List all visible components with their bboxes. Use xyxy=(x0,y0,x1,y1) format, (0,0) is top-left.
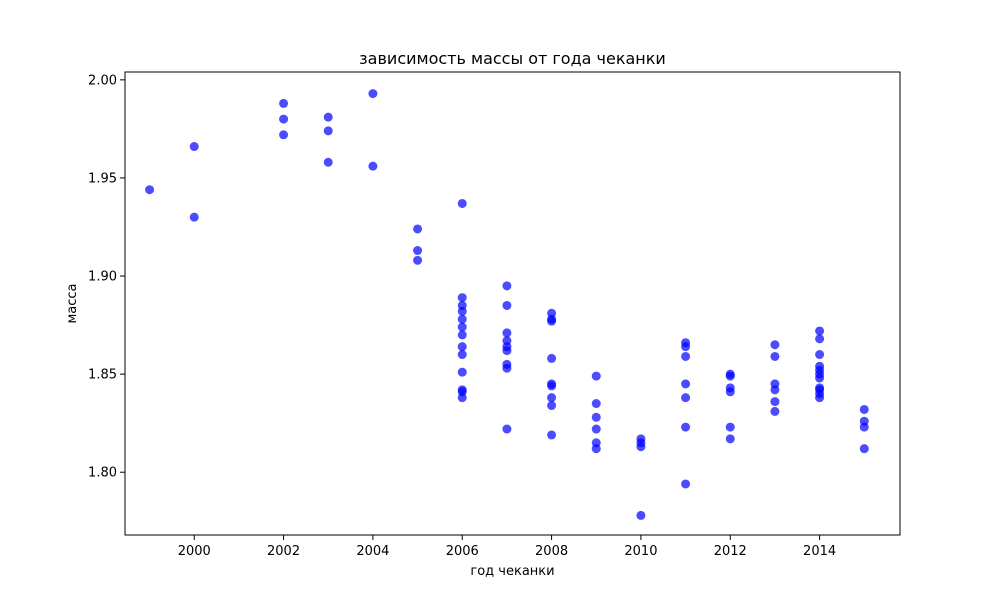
x-axis: 2000 2002 2004 2006 2008 2010 2012 2014 xyxy=(178,535,836,559)
data-point xyxy=(636,510,646,520)
data-point xyxy=(859,444,869,454)
x-tick-label: 2004 xyxy=(356,544,389,559)
data-point xyxy=(591,424,601,434)
data-point xyxy=(323,157,333,167)
data-point xyxy=(279,130,289,140)
data-point xyxy=(457,393,467,403)
data-point xyxy=(502,281,512,291)
data-point xyxy=(681,342,691,352)
data-point xyxy=(636,442,646,452)
data-point xyxy=(502,300,512,310)
y-tick-label: 1.95 xyxy=(88,171,117,186)
data-point xyxy=(547,353,557,363)
data-point xyxy=(681,479,691,489)
data-point xyxy=(457,350,467,360)
data-point xyxy=(770,385,780,395)
data-point xyxy=(770,397,780,407)
data-point xyxy=(681,351,691,361)
data-point xyxy=(457,367,467,377)
points-layer xyxy=(145,89,869,520)
data-point xyxy=(591,399,601,409)
data-point xyxy=(502,363,512,373)
y-axis-label: масса xyxy=(65,283,80,323)
data-point xyxy=(547,393,557,403)
data-point xyxy=(502,424,512,434)
x-tick-label: 2010 xyxy=(624,544,657,559)
data-point xyxy=(815,334,825,344)
data-point xyxy=(502,346,512,356)
data-point xyxy=(145,185,155,195)
y-tick-label: 1.90 xyxy=(88,270,117,285)
data-point xyxy=(279,114,289,124)
data-point xyxy=(770,351,780,361)
data-point xyxy=(457,306,467,316)
data-point xyxy=(413,255,423,265)
data-point xyxy=(591,412,601,422)
data-point xyxy=(189,212,199,222)
data-point xyxy=(770,406,780,416)
data-point xyxy=(457,342,467,352)
data-point xyxy=(368,161,378,171)
data-point xyxy=(859,404,869,414)
data-point xyxy=(502,328,512,338)
data-point xyxy=(725,371,735,381)
x-tick-label: 2002 xyxy=(267,544,300,559)
chart-title: зависимость массы от года чеканки xyxy=(359,49,666,68)
data-point xyxy=(323,126,333,136)
axes-frame xyxy=(124,71,901,536)
data-point xyxy=(368,89,378,99)
data-point xyxy=(725,422,735,432)
data-point xyxy=(457,322,467,332)
x-tick-label: 2006 xyxy=(446,544,479,559)
data-point xyxy=(413,224,423,234)
x-tick-label: 2008 xyxy=(535,544,568,559)
data-point xyxy=(457,293,467,303)
x-tick-label: 2012 xyxy=(714,544,747,559)
data-point xyxy=(591,444,601,454)
x-axis-label: год чеканки xyxy=(470,564,554,579)
data-point xyxy=(547,316,557,326)
data-point xyxy=(859,422,869,432)
data-point xyxy=(725,387,735,397)
data-point xyxy=(323,112,333,122)
data-point xyxy=(815,326,825,336)
data-point xyxy=(815,373,825,383)
data-point xyxy=(457,330,467,340)
data-point xyxy=(681,422,691,432)
data-point xyxy=(725,434,735,444)
data-point xyxy=(547,430,557,440)
y-tick-label: 1.80 xyxy=(88,466,117,481)
x-tick-label: 2000 xyxy=(178,544,211,559)
data-point xyxy=(189,142,199,152)
y-tick-label: 1.85 xyxy=(88,368,117,383)
data-point xyxy=(457,198,467,208)
data-point xyxy=(279,98,289,108)
y-axis: 1.80 1.85 1.90 1.95 2.00 xyxy=(88,73,125,481)
data-point xyxy=(681,379,691,389)
y-tick-label: 2.00 xyxy=(88,73,117,88)
data-point xyxy=(547,401,557,411)
data-point xyxy=(413,246,423,256)
data-point xyxy=(815,393,825,403)
data-point xyxy=(457,314,467,324)
data-point xyxy=(591,371,601,381)
data-point xyxy=(547,381,557,391)
x-tick-label: 2014 xyxy=(803,544,836,559)
data-point xyxy=(815,350,825,360)
data-point xyxy=(681,393,691,403)
data-point xyxy=(770,340,780,350)
